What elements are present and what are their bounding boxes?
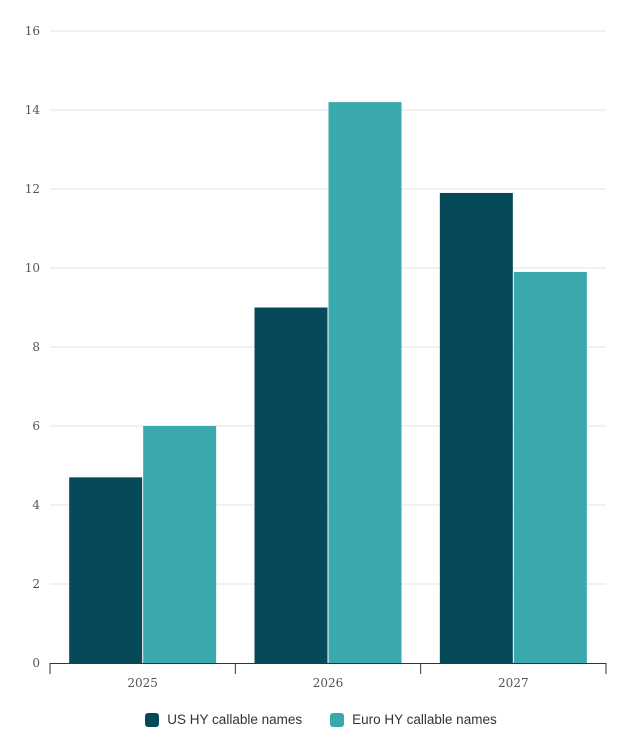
legend-item-us-hy[interactable]: US HY callable names bbox=[145, 712, 302, 727]
x-axis: 2025 2026 2027 bbox=[49, 663, 607, 690]
bar-us-hy-2027[interactable] bbox=[439, 192, 513, 663]
y-tick-label: 0 bbox=[32, 656, 40, 670]
legend-swatch-euro-hy bbox=[330, 712, 345, 727]
y-tick-label: 8 bbox=[32, 340, 40, 354]
x-tick-label: 2027 bbox=[498, 676, 529, 690]
bar-us-hy-2026[interactable] bbox=[254, 307, 328, 664]
y-axis-tick-labels: 0 2 4 6 8 10 12 14 16 bbox=[25, 24, 41, 670]
bar-euro-hy-2026[interactable] bbox=[328, 102, 402, 664]
bar-euro-hy-2027[interactable] bbox=[513, 271, 587, 663]
y-tick-label: 16 bbox=[25, 24, 40, 38]
legend-swatch-us-hy bbox=[145, 712, 160, 727]
bar-euro-hy-2025[interactable] bbox=[143, 426, 217, 663]
legend-label-us-hy: US HY callable names bbox=[167, 712, 303, 727]
y-tick-label: 14 bbox=[25, 103, 41, 117]
legend-item-euro-hy[interactable]: Euro HY callable names bbox=[330, 712, 497, 727]
y-tick-label: 10 bbox=[25, 261, 40, 275]
legend-label-euro-hy: Euro HY callable names bbox=[352, 712, 497, 727]
x-tick-label: 2026 bbox=[313, 676, 344, 690]
bars bbox=[69, 102, 587, 664]
y-tick-label: 2 bbox=[32, 577, 40, 591]
legend: US HY callable names Euro HY callable na… bbox=[0, 712, 642, 727]
bar-chart: 0 2 4 6 8 10 12 14 16 2025 2026 2027 bbox=[25, 24, 607, 690]
bar-us-hy-2025[interactable] bbox=[69, 477, 143, 663]
y-tick-label: 4 bbox=[32, 498, 40, 512]
y-tick-label: 12 bbox=[25, 182, 40, 196]
y-tick-label: 6 bbox=[32, 419, 40, 433]
x-tick-label: 2025 bbox=[127, 676, 158, 690]
gridlines bbox=[50, 30, 606, 585]
